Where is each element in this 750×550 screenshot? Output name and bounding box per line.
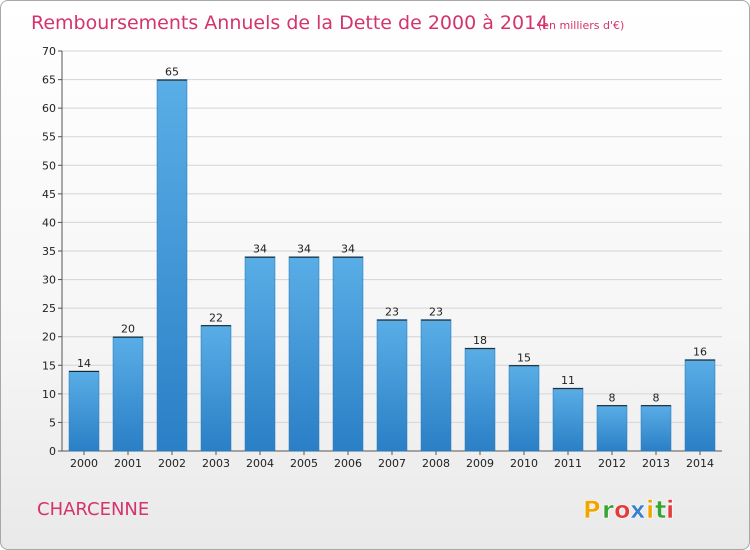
logo-letter: i (646, 496, 654, 524)
y-tick-label: 5 (49, 416, 56, 429)
x-tick-label-2010: 2010 (510, 457, 538, 470)
x-tick-label-2003: 2003 (202, 457, 230, 470)
x-tick-label-2007: 2007 (378, 457, 406, 470)
chart-subtitle: (en milliers d'€) (538, 19, 624, 32)
bar-2002 (156, 79, 188, 452)
x-tick-label-2012: 2012 (598, 457, 626, 470)
value-label-2001: 20 (121, 323, 135, 336)
value-label-2011: 11 (561, 374, 575, 387)
y-tick-label: 55 (42, 131, 56, 144)
y-tick-label: 30 (42, 274, 56, 287)
y-tick-label: 25 (42, 302, 56, 315)
axes: 0 5 10 15 20 25 30 35 40 45 50 55 60 65 70 2000 2001 2002… (42, 45, 722, 470)
x-tick-label-2000: 2000 (70, 457, 98, 470)
bar-2004 (244, 256, 276, 452)
x-tick-label-2006: 2006 (334, 457, 362, 470)
value-label-2005: 34 (297, 243, 311, 256)
y-tick-label: 45 (42, 188, 56, 201)
value-label-2013: 8 (653, 391, 660, 404)
value-label-2009: 18 (473, 334, 487, 347)
value-label-2007: 23 (385, 306, 399, 319)
value-label-2006: 34 (341, 243, 355, 256)
y-tick-label: 10 (42, 388, 56, 401)
x-tick-label-2001: 2001 (114, 457, 142, 470)
y-tick-label: 20 (42, 331, 56, 344)
bar-2006 (332, 256, 364, 452)
logo-letter: i (666, 496, 674, 524)
bar-2007 (376, 319, 408, 452)
bar-2009 (464, 347, 496, 452)
bar-2008 (420, 319, 452, 452)
x-tick-label-2014: 2014 (686, 457, 714, 470)
bar-2001 (112, 336, 144, 452)
x-tick-label-2008: 2008 (422, 457, 450, 470)
bar-2003 (200, 324, 232, 452)
value-label-2002: 65 (165, 66, 179, 79)
y-tick-label: 50 (42, 159, 56, 172)
value-label-2004: 34 (253, 243, 267, 256)
bars: 14 20 65 22 34 34 34 23 23 18 15 11 8 8 16 (68, 66, 716, 452)
chart-title: Remboursements Annuels de la Dette de 20… (31, 12, 548, 34)
value-label-2014: 16 (693, 346, 707, 359)
logo-letter: o (614, 496, 631, 524)
bar-2013 (640, 404, 672, 452)
commune-name: CHARCENNE (37, 499, 149, 520)
bar-2000 (68, 370, 100, 452)
value-label-2012: 8 (609, 391, 616, 404)
y-tick-label: 0 (49, 445, 56, 458)
bar-2010 (508, 364, 540, 452)
x-tick-label-2005: 2005 (290, 457, 318, 470)
x-tick-label-2004: 2004 (246, 457, 274, 470)
x-tick-label-2013: 2013 (642, 457, 670, 470)
y-tick-label: 15 (42, 359, 56, 372)
value-label-2008: 23 (429, 306, 443, 319)
bar-2005 (288, 256, 320, 452)
x-tick-label-2011: 2011 (554, 457, 582, 470)
y-tick-label: 60 (42, 102, 56, 115)
value-label-2000: 14 (77, 357, 91, 370)
logo-letter: P (583, 496, 601, 524)
logo-letter: r (602, 496, 614, 524)
bar-2012 (596, 404, 628, 452)
x-tick-label-2002: 2002 (158, 457, 186, 470)
logo-letter: t (655, 496, 666, 524)
x-tick-label-2009: 2009 (466, 457, 494, 470)
logo-letter: x (630, 496, 646, 524)
value-label-2003: 22 (209, 311, 223, 324)
y-tick-label: 40 (42, 216, 56, 229)
bar-2014 (684, 359, 716, 452)
value-label-2010: 15 (517, 351, 531, 364)
y-tick-label: 65 (42, 74, 56, 87)
y-tick-label: 35 (42, 245, 56, 258)
y-tick-label: 70 (42, 45, 56, 58)
bar-2011 (552, 387, 584, 452)
